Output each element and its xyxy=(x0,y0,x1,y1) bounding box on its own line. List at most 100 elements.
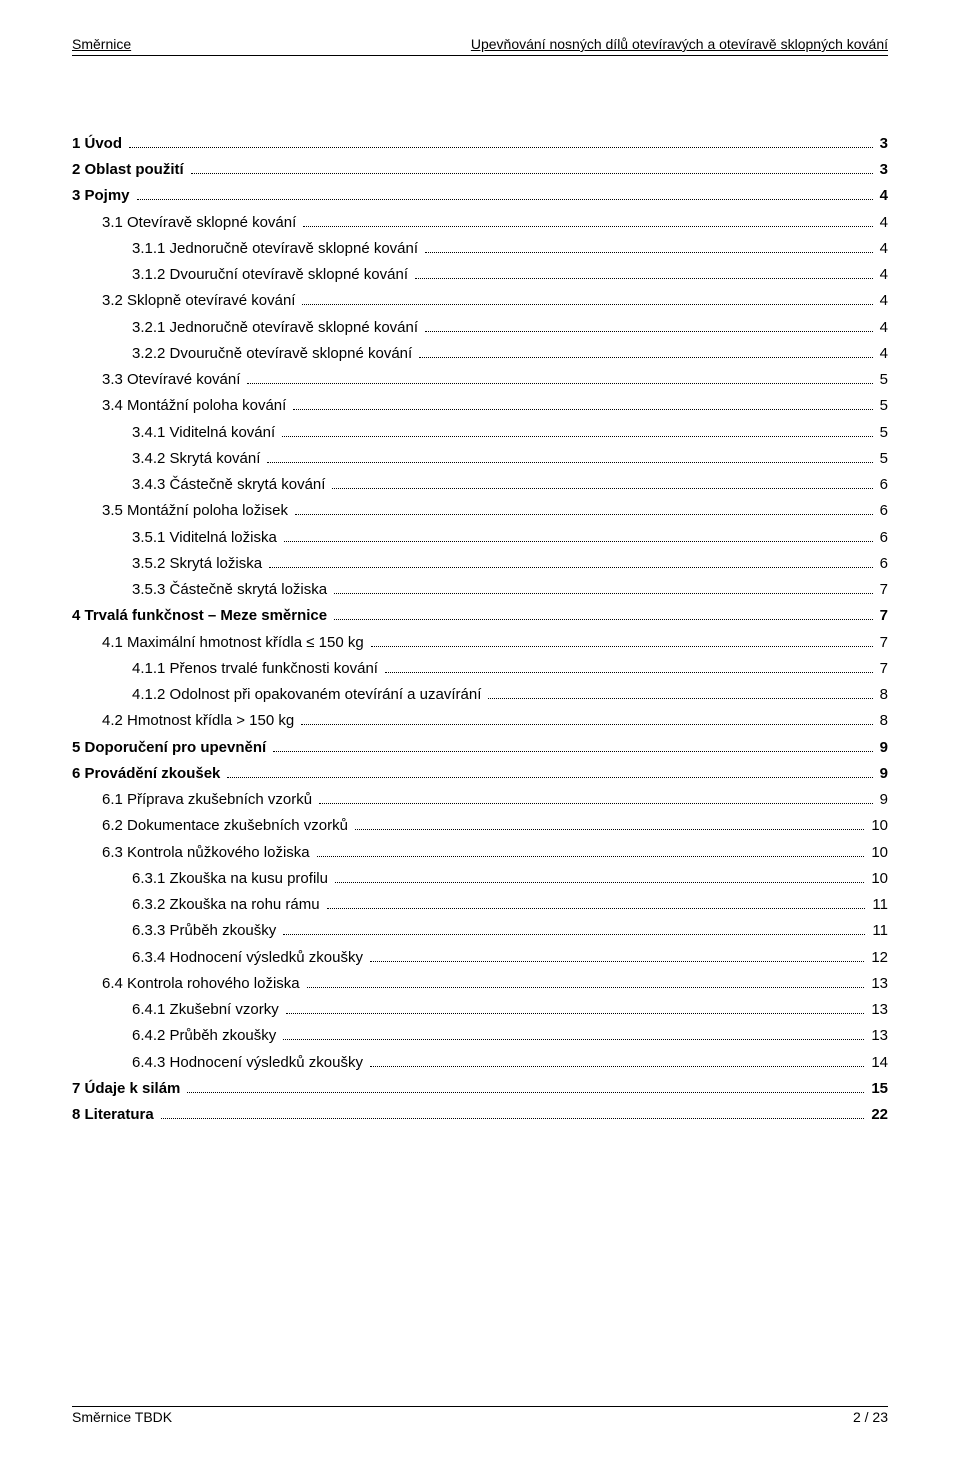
toc-page-number: 3 xyxy=(876,134,888,154)
toc-leader-dots xyxy=(317,851,865,857)
toc-row: 4 Trvalá funkčnost – Meze směrnice 7 xyxy=(72,606,888,626)
toc-row: 6.3 Kontrola nůžkového ložiska10 xyxy=(72,843,888,863)
toc-label: 3.5.3 Částečně skrytá ložiska xyxy=(132,580,331,600)
toc-leader-dots xyxy=(247,378,872,384)
toc-page-number: 6 xyxy=(876,475,888,495)
toc-label: 7 Údaje k silám xyxy=(72,1079,184,1099)
toc-page-number: 15 xyxy=(867,1079,888,1099)
toc-label: 4.1.2 Odolnost při opakovaném otevírání … xyxy=(132,685,485,705)
toc-label: 4.1 Maximální hmotnost křídla ≤ 150 kg xyxy=(102,633,368,653)
toc-row: 3.1.1 Jednoručně otevíravě sklopné kován… xyxy=(72,239,888,259)
toc-leader-dots xyxy=(371,641,873,647)
toc-label: 6.4.2 Průběh zkoušky xyxy=(132,1026,280,1046)
toc-leader-dots xyxy=(267,457,872,463)
toc-page-number: 7 xyxy=(876,633,888,653)
toc-label: 3.4.2 Skrytá kování xyxy=(132,449,264,469)
toc-label: 6 Provádění zkoušek xyxy=(72,764,224,784)
toc-page-number: 4 xyxy=(876,318,888,338)
toc-leader-dots xyxy=(334,614,873,620)
toc-leader-dots xyxy=(161,1113,865,1119)
toc-page-number: 12 xyxy=(867,948,888,968)
toc-row: 6.4.1 Zkušební vzorky13 xyxy=(72,1000,888,1020)
toc-page-number: 7 xyxy=(876,606,888,626)
toc-label: 4 Trvalá funkčnost – Meze směrnice xyxy=(72,606,331,626)
toc-row: 1 Úvod 3 xyxy=(72,134,888,154)
toc-page-number: 4 xyxy=(876,291,888,311)
toc-label: 6.1 Příprava zkušebních vzorků xyxy=(102,790,316,810)
toc-row: 3 Pojmy4 xyxy=(72,186,888,206)
toc-leader-dots xyxy=(425,247,873,253)
toc-label: 6.3.2 Zkouška na rohu rámu xyxy=(132,895,324,915)
toc-row: 3.5 Montážní poloha ložisek6 xyxy=(72,501,888,521)
toc-row: 2 Oblast použití3 xyxy=(72,160,888,180)
toc-page-number: 8 xyxy=(876,685,888,705)
toc-leader-dots xyxy=(355,824,864,830)
toc-label: 1 Úvod xyxy=(72,134,126,154)
toc-row: 6 Provádění zkoušek9 xyxy=(72,764,888,784)
toc-leader-dots xyxy=(273,746,872,752)
toc-label: 3.4 Montážní poloha kování xyxy=(102,396,290,416)
toc-label: 6.4.1 Zkušební vzorky xyxy=(132,1000,283,1020)
toc-leader-dots xyxy=(295,509,873,515)
toc-page-number: 4 xyxy=(876,239,888,259)
footer-left: Směrnice TBDK xyxy=(72,1409,172,1425)
toc-label: 3.2.2 Dvouručně otevíravě sklopné kování xyxy=(132,344,416,364)
toc-label: 6.4.3 Hodnocení výsledků zkoušky xyxy=(132,1053,367,1073)
toc-leader-dots xyxy=(370,956,864,962)
toc-row: 6.4.3 Hodnocení výsledků zkoušky14 xyxy=(72,1053,888,1073)
toc-label: 4.2 Hmotnost křídla > 150 kg xyxy=(102,711,298,731)
toc-leader-dots xyxy=(415,273,873,279)
header-rule xyxy=(72,55,888,56)
toc-row: 4.1 Maximální hmotnost křídla ≤ 150 kg 7 xyxy=(72,633,888,653)
toc-row: 6.2 Dokumentace zkušebních vzorků10 xyxy=(72,816,888,836)
footer-row: Směrnice TBDK 2 / 23 xyxy=(72,1409,888,1425)
toc-row: 3.4 Montážní poloha kování 5 xyxy=(72,396,888,416)
toc-page-number: 11 xyxy=(868,895,888,915)
toc-page-number: 7 xyxy=(876,580,888,600)
toc-leader-dots xyxy=(302,299,872,305)
toc-page-number: 6 xyxy=(876,501,888,521)
toc-leader-dots xyxy=(301,719,872,725)
toc-page-number: 7 xyxy=(876,659,888,679)
toc-row: 3.3 Otevíravé kování5 xyxy=(72,370,888,390)
toc-page-number: 9 xyxy=(876,738,888,758)
header-left: Směrnice xyxy=(72,36,131,53)
toc-label: 6.3.1 Zkouška na kusu profilu xyxy=(132,869,332,889)
toc-label: 3.5.2 Skrytá ložiska xyxy=(132,554,266,574)
toc-leader-dots xyxy=(282,431,872,437)
footer-right: 2 / 23 xyxy=(853,1409,888,1425)
toc-row: 6.4 Kontrola rohového ložiska13 xyxy=(72,974,888,994)
toc-page-number: 3 xyxy=(876,160,888,180)
toc-page-number: 9 xyxy=(876,790,888,810)
toc-page-number: 22 xyxy=(867,1105,888,1125)
toc-row: 5 Doporučení pro upevnění9 xyxy=(72,738,888,758)
toc-row: 6.3.4 Hodnocení výsledků zkoušky 12 xyxy=(72,948,888,968)
toc-leader-dots xyxy=(327,903,866,909)
toc-row: 3.1.2 Dvouruční otevíravě sklopné kování… xyxy=(72,265,888,285)
toc-leader-dots xyxy=(283,929,865,935)
toc-label: 3.2 Sklopně otevíravé kování xyxy=(102,291,299,311)
toc-page-number: 5 xyxy=(876,396,888,416)
toc-row: 6.1 Příprava zkušebních vzorků 9 xyxy=(72,790,888,810)
toc-page-number: 10 xyxy=(867,816,888,836)
toc-leader-dots xyxy=(191,168,873,174)
toc-leader-dots xyxy=(227,772,872,778)
toc-leader-dots xyxy=(385,667,873,673)
toc-label: 6.3.3 Průběh zkoušky xyxy=(132,921,280,941)
toc-label: 6.3.4 Hodnocení výsledků zkoušky xyxy=(132,948,367,968)
toc-page-number: 11 xyxy=(868,921,888,941)
toc-label: 3.4.3 Částečně skrytá kování xyxy=(132,475,329,495)
toc-leader-dots xyxy=(425,326,873,332)
toc-label: 8 Literatura xyxy=(72,1105,158,1125)
toc-leader-dots xyxy=(293,404,872,410)
toc-label: 3.3 Otevíravé kování xyxy=(102,370,244,390)
page-footer: Směrnice TBDK 2 / 23 xyxy=(72,1356,888,1425)
toc-leader-dots xyxy=(335,877,864,883)
toc-label: 4.1.1 Přenos trvalé funkčnosti kování xyxy=(132,659,382,679)
page-container: Směrnice Upevňování nosných dílů otevíra… xyxy=(0,0,960,1465)
toc-row: 3.2 Sklopně otevíravé kování 4 xyxy=(72,291,888,311)
toc-leader-dots xyxy=(269,562,873,568)
toc-leader-dots xyxy=(137,194,873,200)
toc-page-number: 5 xyxy=(876,449,888,469)
toc-page-number: 6 xyxy=(876,554,888,574)
